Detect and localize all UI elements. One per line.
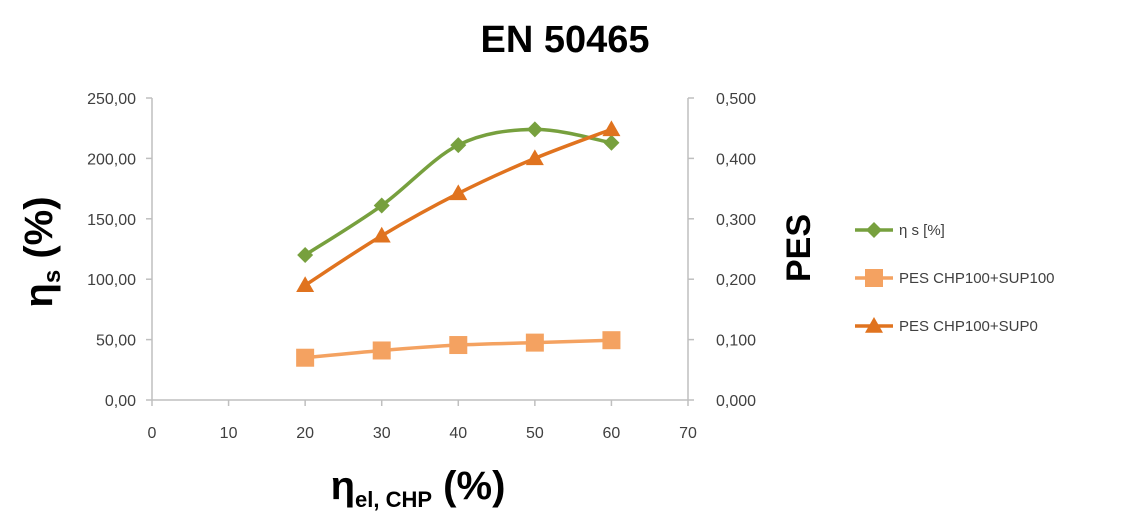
x-tick-label: 60 [603, 425, 621, 442]
legend-label: PES CHP100+SUP100 [899, 270, 1055, 287]
data-point [296, 348, 315, 367]
legend-item: PES CHP100+SUP0 [855, 317, 1038, 335]
y-right-tick-label: 0,200 [716, 272, 756, 289]
data-point [603, 134, 620, 151]
chart-title: EN 50465 [480, 19, 649, 61]
x-title-suffix: (%) [432, 464, 505, 508]
axes [151, 98, 689, 401]
data-point [372, 341, 391, 360]
series-3 [296, 120, 621, 292]
y-left-title-sub: s [39, 270, 66, 283]
y-left-tick-label: 50,00 [96, 333, 136, 350]
y-left-tick-label: 100,00 [87, 272, 136, 289]
legend-item: η s [%] [855, 222, 945, 239]
x-axis-title: ηel, CHP (%) [331, 464, 506, 512]
data-point [602, 331, 621, 350]
data-point [525, 333, 544, 352]
y-left-axis-title: ηs (%) [17, 196, 66, 307]
legend-item: PES CHP100+SUP100 [855, 269, 1055, 287]
x-tick-label: 0 [148, 425, 157, 442]
data-point [297, 247, 314, 264]
legend-label: η s [%] [899, 222, 945, 239]
y-right-tick-label: 0,500 [716, 91, 756, 108]
data-point [449, 184, 468, 201]
legend-marker [865, 269, 883, 287]
legend-marker [865, 317, 883, 333]
ticks: 0 10 20 30 40 50 60 70 0,00 50,00 100,00 150,00 200,… [87, 91, 756, 442]
y-right-tick-label: 0,000 [716, 393, 756, 410]
y-right-axis-title: PES [780, 214, 818, 282]
data-point [602, 120, 621, 137]
legend-label: PES CHP100+SUP0 [899, 318, 1038, 335]
y-left-title-suffix: (%) [17, 196, 61, 269]
data-point [449, 336, 468, 355]
x-tick-label: 50 [526, 425, 544, 442]
legend-marker [866, 222, 882, 238]
data-point [526, 121, 543, 138]
legend: η s [%] PES CHP100+SUP100 PES CHP100+SUP0 [855, 222, 1055, 335]
x-title-sub: el, CHP [355, 487, 432, 512]
data-point [525, 149, 544, 166]
y-left-tick-label: 0,00 [105, 393, 136, 410]
x-tick-label: 30 [373, 425, 391, 442]
y-right-tick-label: 0,400 [716, 151, 756, 168]
x-tick-label: 10 [220, 425, 238, 442]
y-right-tick-label: 0,300 [716, 212, 756, 229]
y-left-tick-label: 250,00 [87, 91, 136, 108]
series-layer [296, 120, 621, 367]
y-left-tick-label: 200,00 [87, 151, 136, 168]
x-tick-label: 70 [679, 425, 697, 442]
series-2 [296, 331, 621, 367]
y-left-tick-label: 150,00 [87, 212, 136, 229]
y-left-title-base: η [17, 283, 61, 307]
x-tick-label: 20 [296, 425, 314, 442]
x-tick-label: 40 [449, 425, 467, 442]
x-title-base: η [331, 464, 355, 508]
data-point [296, 276, 315, 292]
data-point [372, 226, 391, 243]
data-point [450, 137, 467, 154]
y-right-tick-label: 0,100 [716, 333, 756, 350]
data-point [373, 197, 390, 214]
series-1 [297, 121, 620, 264]
